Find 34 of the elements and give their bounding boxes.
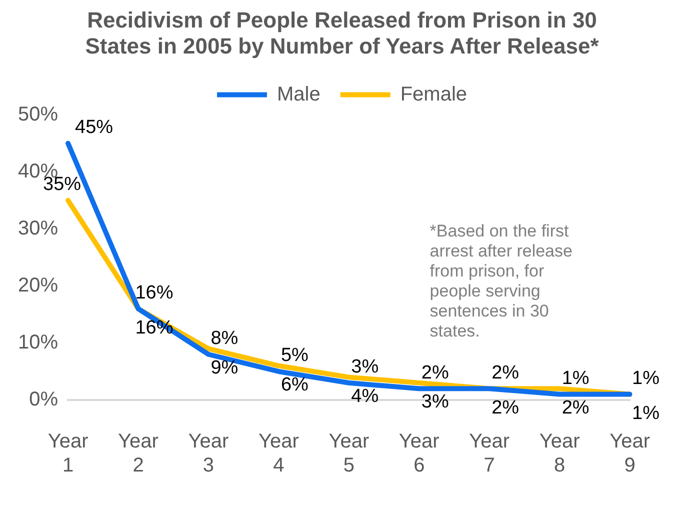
x-tick-label: Year 6 — [398, 430, 440, 477]
x-tick-label: Year 4 — [258, 430, 300, 477]
data-label: 4% — [351, 386, 379, 407]
data-label: 8% — [210, 328, 238, 350]
data-label: 16% — [135, 282, 174, 304]
data-label: 2% — [492, 362, 520, 384]
y-tick-label: 20% — [18, 274, 58, 296]
x-tick-label: Year 7 — [469, 430, 510, 477]
data-label: 1% — [632, 368, 660, 390]
y-tick-label: 30% — [18, 217, 58, 240]
y-tick-label: 0% — [29, 388, 58, 411]
x-tick-label: Year 1 — [48, 430, 89, 477]
data-label: 1% — [632, 403, 660, 424]
y-tick-label: 50% — [18, 103, 58, 126]
x-tick-label: Year 9 — [610, 430, 650, 477]
data-label: 2% — [562, 397, 590, 418]
data-label: 45% — [75, 117, 114, 138]
x-tick-label: Year 8 — [539, 430, 580, 477]
data-label: 2% — [492, 397, 520, 418]
data-label: 9% — [210, 357, 238, 378]
legend-label: Male — [276, 83, 320, 106]
y-tick-label: 10% — [18, 331, 58, 354]
annotation: *Based on the first arrest after release from prison, for people serving sentences in 30 states. — [430, 221, 572, 340]
x-tick-label: Year 3 — [188, 430, 230, 477]
x-tick-label: Year 5 — [328, 430, 370, 477]
chart-title: Recidivism of People Released from Prison in 30 States in 2005 by Number of Years After Release* — [85, 7, 600, 59]
data-label: 3% — [421, 392, 449, 413]
legend-label: Female — [400, 83, 468, 106]
data-label: 1% — [562, 368, 590, 390]
data-label: 2% — [421, 362, 449, 384]
data-label: 6% — [280, 374, 309, 396]
data-label: 3% — [351, 356, 379, 378]
data-label: 5% — [280, 345, 309, 366]
x-tick-label: Year 2 — [118, 430, 159, 477]
